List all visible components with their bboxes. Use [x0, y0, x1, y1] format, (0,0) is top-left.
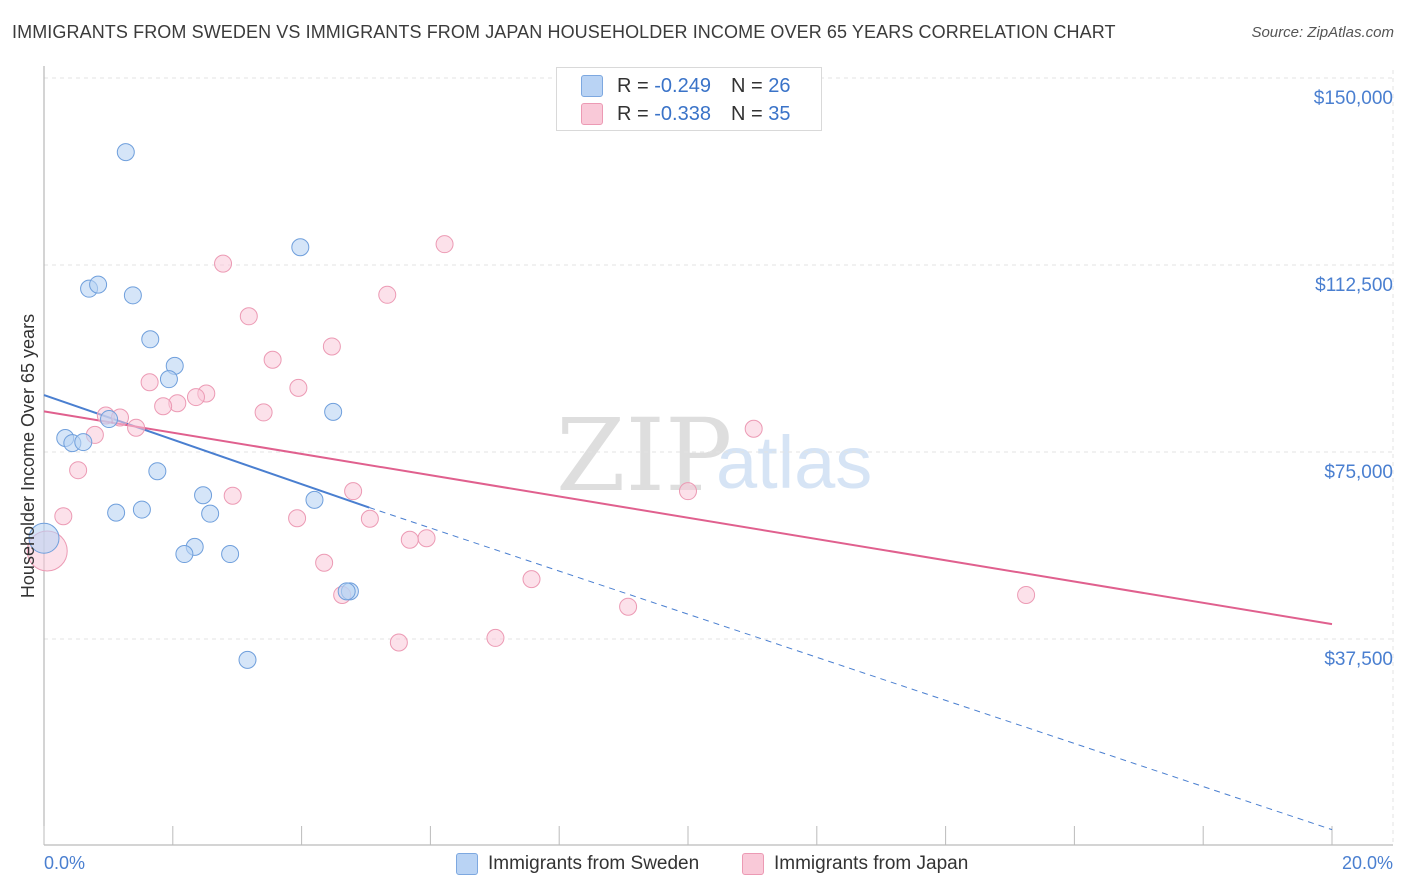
- japan-point: [239, 307, 258, 326]
- sweden-legend-label: Immigrants from Sweden: [488, 853, 700, 874]
- sweden-point: [89, 275, 108, 294]
- sweden-point: [148, 462, 167, 481]
- sweden-point: [141, 330, 160, 349]
- japan-point: [254, 403, 273, 422]
- japan-point: [214, 254, 233, 273]
- japan-point: [127, 418, 146, 437]
- axis-labels: $37,500 $75,000 $112,500 $150,000 0.0% 20.0% H…: [18, 88, 1393, 873]
- japan-r-value: -0.338: [654, 102, 711, 125]
- legend-row-japan: R = -0.338 N = 35: [581, 101, 790, 127]
- japan-point: [69, 461, 88, 480]
- japan-point: [288, 509, 307, 528]
- japan-point: [435, 235, 454, 254]
- correlation-legend: R = -0.249 N = 26 R = -0.338 N = 35: [556, 67, 822, 131]
- japan-point: [486, 628, 505, 647]
- sweden-r-value: -0.249: [654, 74, 711, 97]
- japan-legend-label: Immigrants from Japan: [774, 853, 969, 874]
- japan-point: [619, 597, 638, 616]
- japan-point: [389, 633, 408, 652]
- sweden-legend-icon: [456, 853, 478, 875]
- japan-point: [400, 530, 419, 549]
- sweden-point: [107, 503, 126, 522]
- japan-point: [289, 378, 308, 397]
- source-label: Source: ZipAtlas.com: [1251, 24, 1394, 41]
- japan-point: [54, 507, 73, 526]
- japan-n-label: N =: [730, 102, 763, 125]
- japan-point: [417, 529, 436, 548]
- sweden-point: [175, 545, 194, 564]
- sweden-n-label: N =: [730, 74, 763, 97]
- x-tick-label: 20.0%: [1342, 853, 1393, 873]
- sweden-point: [238, 650, 257, 669]
- japan-point: [378, 285, 397, 304]
- x-tick-label: 0.0%: [44, 853, 85, 873]
- japan-point: [263, 350, 282, 369]
- sweden-trend-extension: [369, 507, 1333, 831]
- japan-point: [154, 397, 173, 416]
- japan-point: [1017, 585, 1036, 604]
- japan-point: [140, 373, 159, 392]
- sweden-point: [132, 500, 151, 519]
- sweden-r-label: R =: [617, 74, 649, 97]
- sweden-point: [74, 433, 93, 452]
- watermark-atlas: atlas: [716, 421, 872, 504]
- y-tick-label: $75,000: [1324, 462, 1393, 483]
- japan-point: [322, 337, 341, 356]
- japan-point: [344, 482, 363, 501]
- sweden-point: [201, 504, 220, 523]
- sweden-point: [28, 522, 60, 554]
- sweden-point: [123, 286, 142, 305]
- japan-point: [522, 570, 541, 589]
- y-tick-label: $37,500: [1324, 649, 1393, 670]
- japan-point: [186, 388, 205, 407]
- japan-n-value: 35: [768, 102, 791, 125]
- legend-row-sweden: R = -0.249 N = 26: [581, 73, 790, 99]
- japan-swatch-icon: [581, 103, 603, 125]
- japan-trend-line: [43, 410, 1333, 626]
- axes: [43, 66, 1393, 846]
- japan-r-label: R =: [617, 102, 649, 125]
- sweden-point: [291, 238, 310, 257]
- chart-title: IMMIGRANTS FROM SWEDEN VS IMMIGRANTS FRO…: [12, 22, 1116, 42]
- japan-point: [223, 486, 242, 505]
- sweden-n-value: 26: [768, 74, 791, 97]
- sweden-point: [100, 410, 119, 429]
- sweden-point: [159, 370, 178, 389]
- y-axis-label: Householder Income Over 65 years: [18, 314, 38, 598]
- japan-legend-icon: [742, 853, 764, 875]
- y-tick-label: $112,500: [1315, 275, 1393, 296]
- japan-point: [360, 509, 379, 528]
- japan-point: [315, 553, 334, 572]
- sweden-point: [194, 486, 213, 505]
- y-tick-label: $150,000: [1314, 88, 1393, 109]
- data-points: [26, 143, 1036, 669]
- bottom-legend-sweden: Immigrants from Sweden: [456, 851, 699, 877]
- sweden-swatch-icon: [581, 75, 603, 97]
- sweden-point: [221, 545, 240, 564]
- japan-point: [679, 482, 697, 501]
- sweden-point: [116, 143, 135, 162]
- bottom-legend-japan: Immigrants from Japan: [742, 851, 968, 877]
- watermark-zip: ZIP: [556, 397, 732, 514]
- sweden-point: [305, 490, 324, 509]
- sweden-point: [324, 402, 343, 421]
- sweden-point: [337, 582, 356, 601]
- japan-point: [744, 419, 763, 438]
